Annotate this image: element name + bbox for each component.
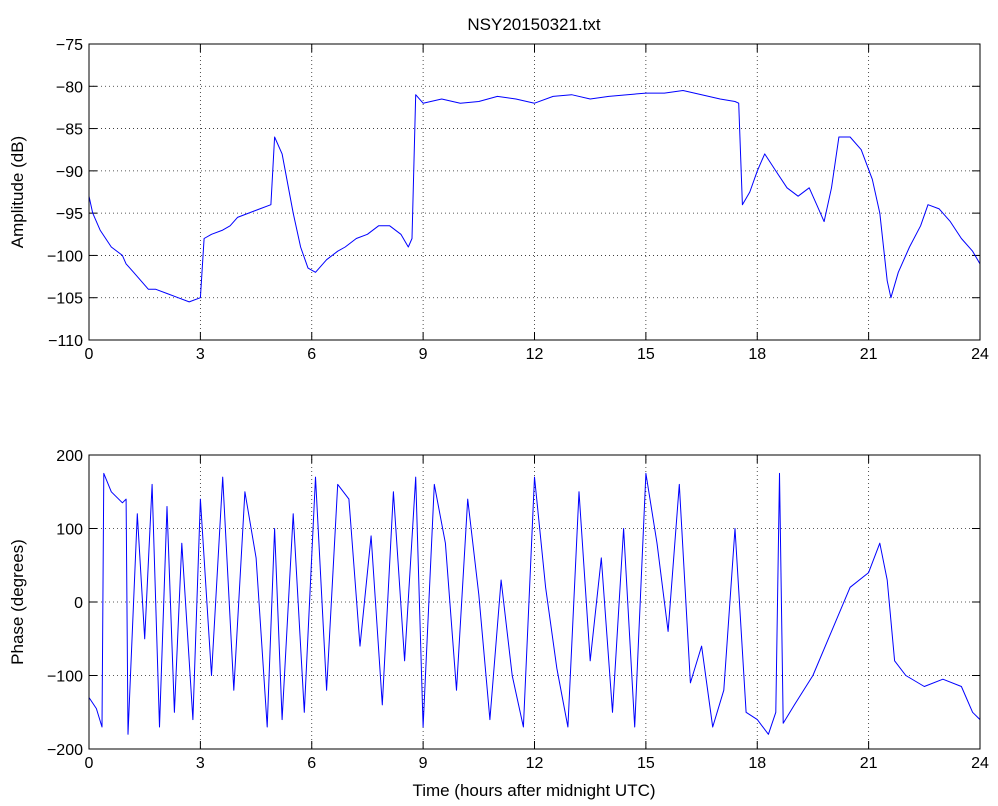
amplitude-y-tick-label: −75 — [56, 37, 83, 54]
amplitude-axes-frame — [88, 43, 981, 341]
amplitude-x-tick-label: 0 — [85, 346, 94, 363]
amplitude-series-line — [88, 90, 981, 303]
amplitude-plot: 0 3 6 9 12 15 18 21 24 −75 −80 −85 −90 −95 −100 −105 −11… — [8, 15, 989, 363]
amplitude-x-tick-label: 3 — [196, 346, 205, 363]
phase-y-tick-label: −100 — [47, 669, 83, 686]
chart-title: NSY20150321.txt — [467, 15, 601, 34]
phase-x-tick-label: 24 — [971, 755, 989, 772]
amplitude-y-tick-label: −80 — [56, 79, 83, 96]
phase-y-tick-label: −200 — [47, 742, 83, 759]
phase-series-line — [88, 472, 981, 735]
amplitude-x-tick-label: 9 — [419, 346, 428, 363]
amplitude-x-tick-label: 6 — [307, 346, 316, 363]
phase-x-tick-label: 21 — [860, 755, 878, 772]
amplitude-y-tick-label: −105 — [47, 291, 83, 308]
phase-x-tick-label: 18 — [748, 755, 766, 772]
phase-x-tick-label: 6 — [307, 755, 316, 772]
phase-x-axis-label: Time (hours after midnight UTC) — [412, 781, 655, 800]
phase-x-tick-label: 0 — [85, 755, 94, 772]
phase-plot: 0 3 6 9 12 15 18 21 24 200 100 0 −100 −200 Time (hour… — [8, 448, 989, 800]
phase-axes-frame — [88, 454, 981, 750]
phase-x-tick-label: 9 — [419, 755, 428, 772]
amplitude-grid — [89, 44, 980, 340]
amplitude-y-tick-label: −100 — [47, 248, 83, 265]
amplitude-x-tick-label: 15 — [637, 346, 655, 363]
phase-x-tick-label: 3 — [196, 755, 205, 772]
amplitude-y-axis-label: Amplitude (dB) — [8, 136, 27, 248]
amplitude-y-tick-label: −85 — [56, 122, 83, 139]
phase-y-tick-label: 100 — [56, 522, 83, 539]
phase-y-tick-label: 200 — [56, 448, 83, 465]
phase-x-tick-label: 15 — [637, 755, 655, 772]
phase-x-tick-label: 12 — [526, 755, 544, 772]
phase-y-axis-label: Phase (degrees) — [8, 539, 27, 665]
amplitude-x-tick-label: 12 — [526, 346, 544, 363]
amplitude-y-tick-label: −110 — [48, 333, 83, 350]
amplitude-x-tick-label: 24 — [971, 346, 989, 363]
amplitude-x-tick-label: 18 — [748, 346, 766, 363]
amplitude-y-tick-label: −90 — [56, 164, 83, 181]
phase-y-tick-label: 0 — [74, 595, 83, 612]
amplitude-ticks: 0 3 6 9 12 15 18 21 24 −75 −80 −85 −90 −95 −100 −105 −11… — [47, 37, 989, 363]
amplitude-x-tick-label: 21 — [860, 346, 878, 363]
amplitude-y-tick-label: −95 — [56, 206, 83, 223]
